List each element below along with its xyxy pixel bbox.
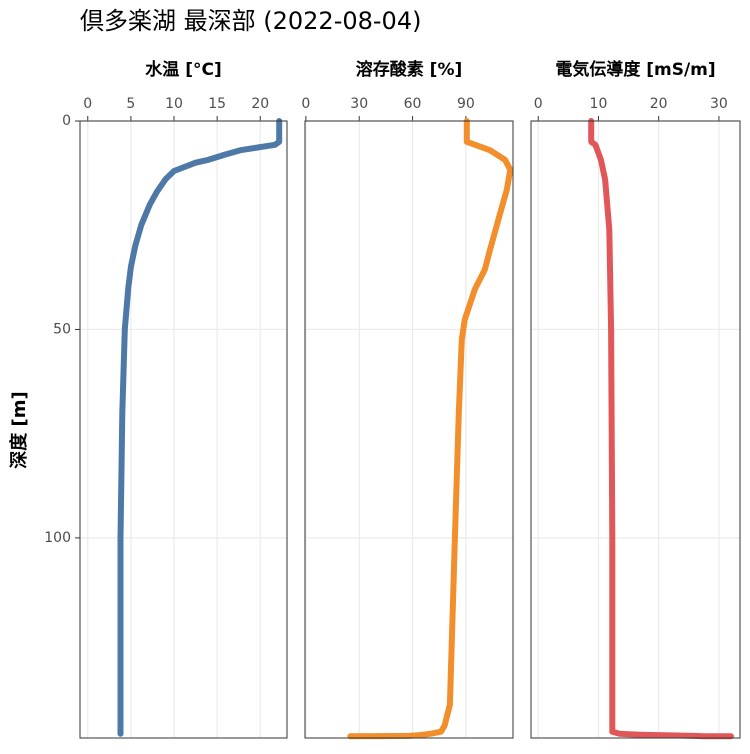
x-tick-label: 60 [404, 96, 422, 112]
x-tick-label: 0 [534, 96, 543, 112]
y-axis-label: 深度 [m] [8, 391, 30, 468]
data-line [117, 118, 283, 737]
chart-title: 倶多楽湖 最深部 (2022-08-04) [80, 7, 421, 35]
x-tick-label: 0 [301, 96, 310, 112]
x-tick-label: 30 [710, 96, 728, 112]
x-tick-label: 90 [457, 96, 475, 112]
x-tick-label: 5 [126, 96, 135, 112]
panel-title: 溶存酸素 [%] [356, 59, 463, 80]
x-tick-label: 0 [83, 96, 92, 112]
y-tick-label: 50 [53, 321, 71, 337]
x-tick-label: 10 [590, 96, 608, 112]
x-tick-label: 20 [251, 96, 269, 112]
panel-title: 電気伝導度 [mS/m] [555, 59, 715, 80]
data-line [347, 118, 514, 740]
y-tick-label: 100 [44, 530, 71, 546]
x-tick-label: 10 [165, 96, 183, 112]
panel-border [530, 120, 741, 739]
x-tick-label: 20 [650, 96, 668, 112]
panel-border [304, 120, 514, 739]
x-tick-label: 15 [208, 96, 226, 112]
panel-title: 水温 [°C] [145, 59, 221, 80]
x-tick-label: 30 [350, 96, 368, 112]
panel-border [79, 120, 288, 739]
y-tick-label: 0 [62, 113, 71, 129]
data-line [588, 118, 734, 740]
